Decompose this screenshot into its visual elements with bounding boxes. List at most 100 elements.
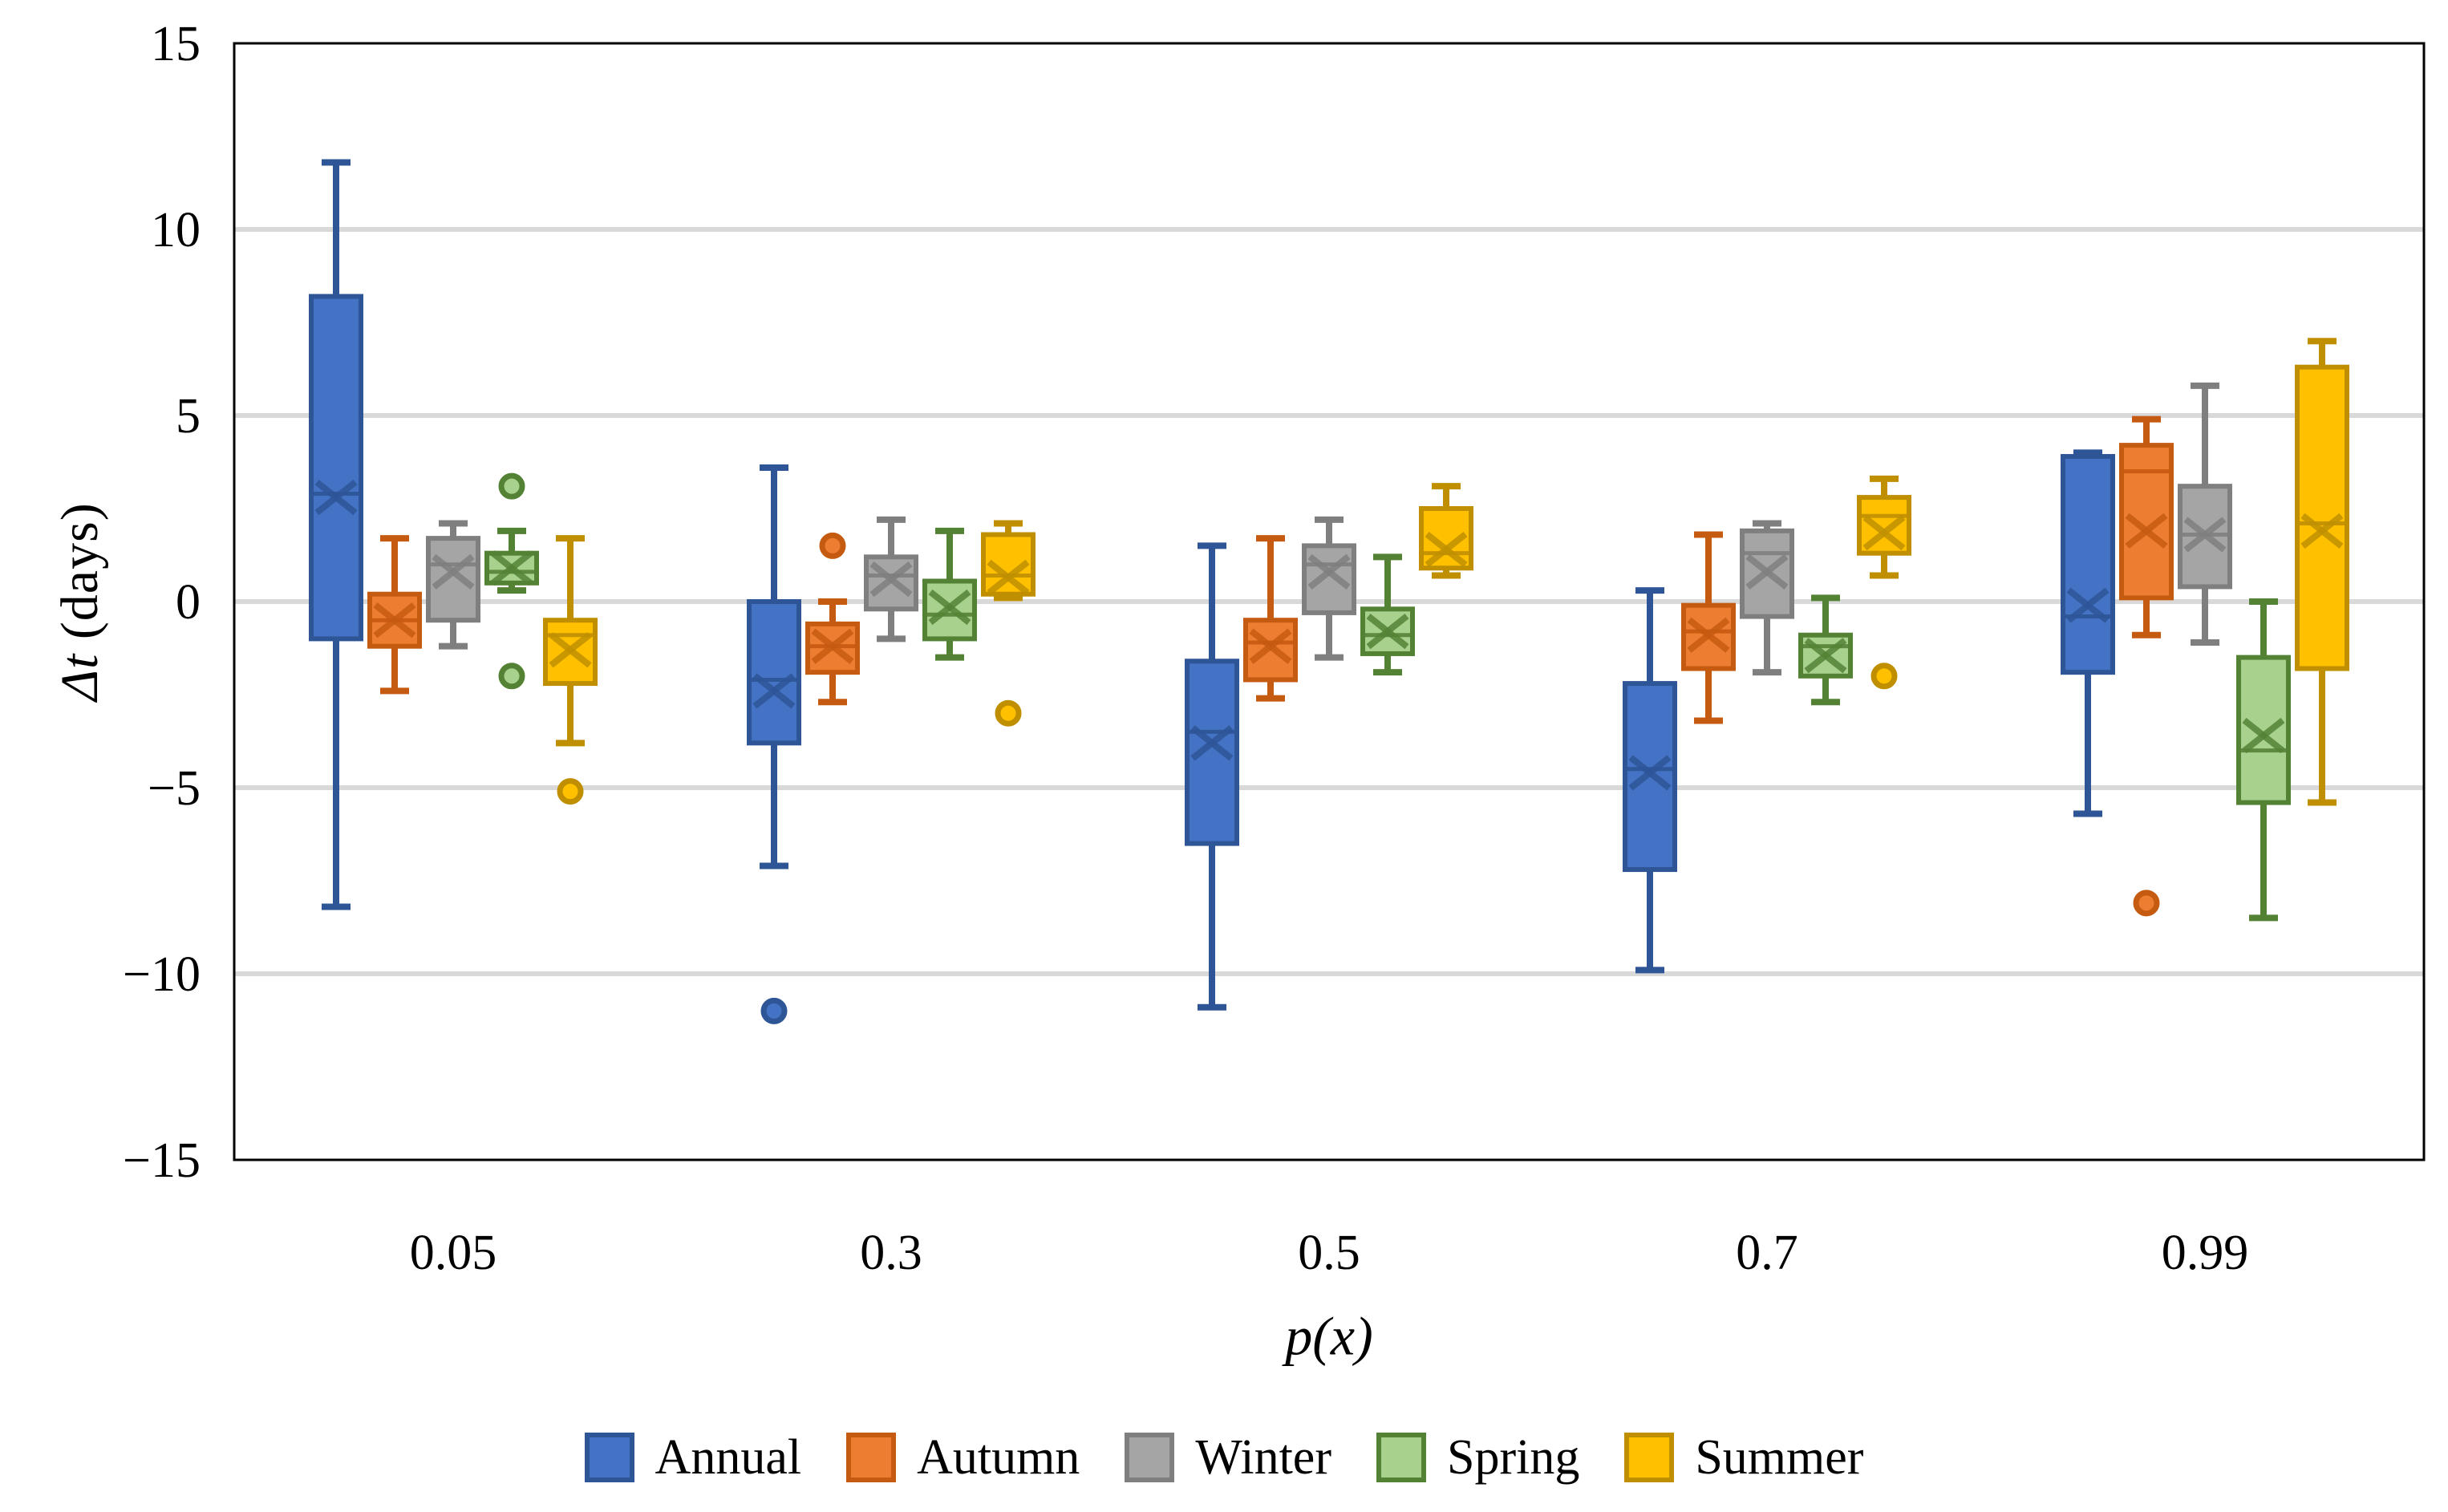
- legend-swatch-autumn: [846, 1433, 897, 1482]
- mean-marker-x: [2125, 513, 2168, 549]
- box-annual-0.7: [1623, 587, 1677, 974]
- mean-marker-x: [549, 632, 592, 668]
- box-autumn-0.5: [1243, 535, 1298, 702]
- legend-item-annual: Annual: [584, 1430, 802, 1485]
- y-tick-label: 5: [176, 389, 201, 444]
- mean-marker-x: [1628, 755, 1672, 791]
- outlier-point: [1870, 663, 1898, 690]
- mean-marker-x: [2300, 513, 2344, 549]
- mean-marker-x: [432, 553, 475, 590]
- box-rect: [2236, 655, 2291, 805]
- box-summer-0.7: [1857, 475, 1911, 690]
- legend-label-annual: Annual: [655, 1430, 802, 1485]
- box-summer-0.99: [2295, 338, 2349, 806]
- mean-marker-x: [1190, 725, 1234, 761]
- mean-marker-x: [987, 559, 1030, 595]
- legend-item-summer: Summer: [1624, 1433, 1863, 1482]
- y-axis-title-symbol: Δt: [51, 653, 109, 701]
- mean-marker-x: [811, 628, 854, 664]
- box-annual-0.3: [747, 464, 801, 1024]
- mean-marker-x: [314, 479, 358, 516]
- box-autumn-0.7: [1681, 531, 1736, 724]
- legend-label-autumn: Autumn: [917, 1430, 1080, 1485]
- x-tick-label: 0.7: [1736, 1226, 1798, 1280]
- box-rect: [1185, 659, 1239, 846]
- box-spring-0.3: [922, 527, 977, 661]
- mean-marker-x: [1804, 638, 1847, 674]
- legend-item-autumn: Autumn: [846, 1433, 1080, 1482]
- outlier-point: [557, 778, 584, 805]
- legend-label-spring: Spring: [1446, 1430, 1580, 1485]
- y-tick-label: 15: [151, 17, 201, 71]
- mean-marker-x: [1862, 515, 1906, 551]
- box-autumn-0.3: [805, 532, 860, 706]
- box-summer-0.5: [1419, 483, 1473, 579]
- plot-frame: [233, 42, 2426, 1161]
- x-tick-label: 0.99: [2162, 1226, 2249, 1280]
- outlier-point: [760, 997, 788, 1024]
- mean-marker-x: [2066, 587, 2110, 623]
- mean-marker-x: [928, 589, 971, 626]
- mean-marker-x: [752, 673, 796, 709]
- box-rect: [543, 618, 598, 687]
- box-rect: [426, 536, 480, 623]
- outlier-point: [2133, 890, 2160, 917]
- box-rect: [1857, 495, 1911, 556]
- legend-item-winter: Winter: [1125, 1433, 1331, 1482]
- y-tick-label: −10: [123, 947, 201, 1002]
- legend: Annual Autumn Winter Spring Summer: [0, 1433, 2448, 1482]
- box-rect: [747, 599, 801, 746]
- y-tick-label: −5: [148, 761, 201, 816]
- mean-marker-x: [1249, 628, 1292, 664]
- box-winter-0.5: [1302, 516, 1356, 661]
- legend-swatch-winter: [1125, 1433, 1175, 1482]
- box-spring-0.5: [1360, 553, 1415, 676]
- box-winter-0.05: [426, 520, 480, 650]
- legend-swatch-summer: [1624, 1433, 1675, 1482]
- x-axis-title: p(x): [1285, 1305, 1373, 1367]
- mean-marker-x: [2183, 517, 2227, 553]
- mean-marker-x: [373, 602, 416, 638]
- box-annual-0.05: [309, 159, 363, 910]
- box-rect: [309, 294, 363, 642]
- mean-marker-x: [1425, 531, 1468, 568]
- outlier-point: [498, 663, 525, 690]
- legend-swatch-spring: [1376, 1433, 1426, 1482]
- legend-label-winter: Winter: [1195, 1430, 1331, 1485]
- box-rect: [2119, 443, 2174, 601]
- mean-marker-x: [1307, 553, 1351, 590]
- mean-marker-x: [2242, 717, 2285, 754]
- y-tick-label: 10: [151, 203, 201, 257]
- x-tick-label: 0.3: [860, 1226, 922, 1280]
- mean-marker-x: [869, 561, 913, 598]
- box-summer-0.05: [543, 535, 598, 805]
- box-rect: [2061, 454, 2115, 675]
- box-annual-0.5: [1185, 542, 1239, 1011]
- box-winter-0.99: [2178, 382, 2232, 647]
- box-winter-0.7: [1740, 520, 1794, 676]
- y-axis-title-units: (days): [51, 502, 109, 654]
- box-summer-0.3: [981, 520, 1036, 727]
- box-annual-0.99: [2061, 449, 2115, 817]
- mean-marker-x: [490, 550, 533, 586]
- mean-marker-x: [1745, 553, 1789, 590]
- outlier-point: [498, 472, 525, 500]
- mean-marker-x: [1687, 617, 1730, 653]
- x-tick-label: 0.05: [410, 1226, 497, 1280]
- box-spring-0.05: [484, 472, 539, 690]
- legend-label-summer: Summer: [1695, 1430, 1864, 1485]
- outlier-point: [819, 532, 846, 559]
- box-spring-0.7: [1798, 594, 1853, 706]
- y-tick-label: 0: [176, 575, 201, 630]
- legend-swatch-annual: [584, 1433, 634, 1482]
- box-winter-0.3: [864, 516, 918, 642]
- box-autumn-0.05: [367, 535, 422, 695]
- x-tick-label: 0.5: [1298, 1226, 1360, 1280]
- legend-item-spring: Spring: [1376, 1433, 1579, 1482]
- y-axis-title: Δt (days): [50, 502, 111, 701]
- outlier-point: [995, 699, 1022, 727]
- mean-marker-x: [1366, 613, 1409, 650]
- box-autumn-0.99: [2119, 415, 2174, 917]
